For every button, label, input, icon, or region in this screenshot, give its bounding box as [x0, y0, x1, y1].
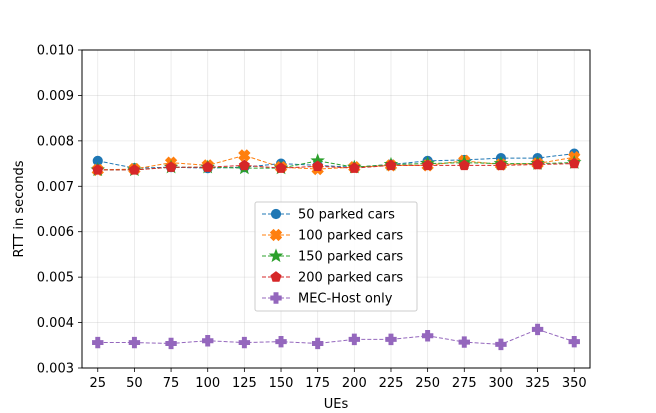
data-point [531, 323, 544, 336]
x-tick-label: 200 [342, 376, 367, 391]
series-3 [92, 157, 580, 175]
data-point [385, 159, 397, 171]
x-tick-label: 275 [452, 376, 477, 391]
legend-marker [270, 208, 282, 220]
data-point [128, 336, 141, 349]
data-point [92, 164, 104, 175]
data-point [202, 161, 214, 172]
data-point [238, 336, 251, 349]
series-line [97, 328, 575, 345]
data-point [238, 159, 250, 171]
y-tick-label: 0.006 [37, 225, 74, 240]
x-tick-label: 300 [489, 376, 514, 391]
data-point [275, 335, 287, 348]
x-tick-label: 50 [126, 376, 143, 391]
legend-label: MEC-Host only [298, 292, 393, 307]
y-axis-label: RTT in seconds [12, 160, 27, 257]
y-tick-label: 0.004 [37, 316, 74, 331]
data-point [458, 159, 470, 171]
data-point [128, 164, 140, 175]
series-4 [92, 323, 580, 351]
data-point [165, 337, 177, 350]
data-point [495, 338, 507, 351]
y-tick-label: 0.009 [37, 89, 74, 104]
data-point [568, 335, 580, 348]
y-tick-label: 0.003 [37, 362, 74, 377]
data-point [275, 162, 287, 173]
data-point [202, 335, 214, 347]
x-tick-label: 225 [379, 376, 404, 391]
x-tick-label: 175 [305, 376, 330, 391]
legend-label: 200 parked cars [298, 271, 403, 286]
x-tick-label: 325 [525, 376, 550, 391]
legend-marker [270, 292, 282, 304]
x-tick-label: 150 [269, 376, 294, 391]
data-point [92, 336, 104, 349]
data-point [458, 336, 470, 348]
data-point [165, 161, 177, 172]
x-tick-label: 125 [232, 376, 257, 391]
legend-item: 200 parked cars [262, 271, 403, 286]
legend-item: 150 parked cars [262, 248, 403, 265]
data-point [568, 157, 580, 169]
x-axis-label: UEs [324, 397, 349, 412]
data-point [238, 149, 251, 162]
legend-label: 100 parked cars [298, 229, 403, 244]
x-tick-label: 75 [163, 376, 180, 391]
legend-item: 100 parked cars [262, 229, 403, 244]
data-point [495, 159, 507, 171]
y-tick-label: 0.008 [37, 134, 74, 149]
series-layer [90, 148, 582, 351]
data-point [348, 333, 361, 346]
plot-frame [81, 49, 591, 369]
series-line [97, 154, 575, 171]
legend-label: 50 parked cars [298, 208, 395, 223]
data-point [422, 159, 434, 171]
y-axis: 0.003 0.004 0.005 0.006 0.007 0.008 0.009 0.010 [37, 44, 82, 377]
legend-marker [270, 271, 282, 282]
x-tick-label: 100 [195, 376, 220, 391]
series-line [97, 163, 575, 171]
x-tick-label: 25 [89, 376, 106, 391]
legend-box [254, 201, 418, 312]
data-point [385, 333, 397, 346]
data-point [312, 160, 324, 171]
series-1 [91, 149, 581, 177]
legend-marker [269, 228, 283, 242]
y-tick-label: 0.007 [37, 180, 74, 195]
x-tick-label: 250 [415, 376, 440, 391]
legend-item: MEC-Host only [262, 292, 393, 307]
data-point [532, 158, 544, 170]
data-point [348, 162, 360, 173]
y-tick-label: 0.005 [37, 271, 74, 286]
x-tick-label: 350 [562, 376, 587, 391]
x-axis: 25 50 75 100 125 150 175 200 225 250 275 300 325 350 [89, 368, 587, 391]
y-tick-label: 0.010 [37, 44, 74, 59]
legend-label: 150 parked cars [298, 250, 403, 265]
legend-marker [268, 248, 284, 263]
legend-item: 50 parked cars [262, 208, 395, 223]
data-point [311, 337, 324, 350]
legend: 50 parked cars 100 parked cars 150 parked … [254, 201, 418, 312]
data-point [421, 330, 434, 342]
